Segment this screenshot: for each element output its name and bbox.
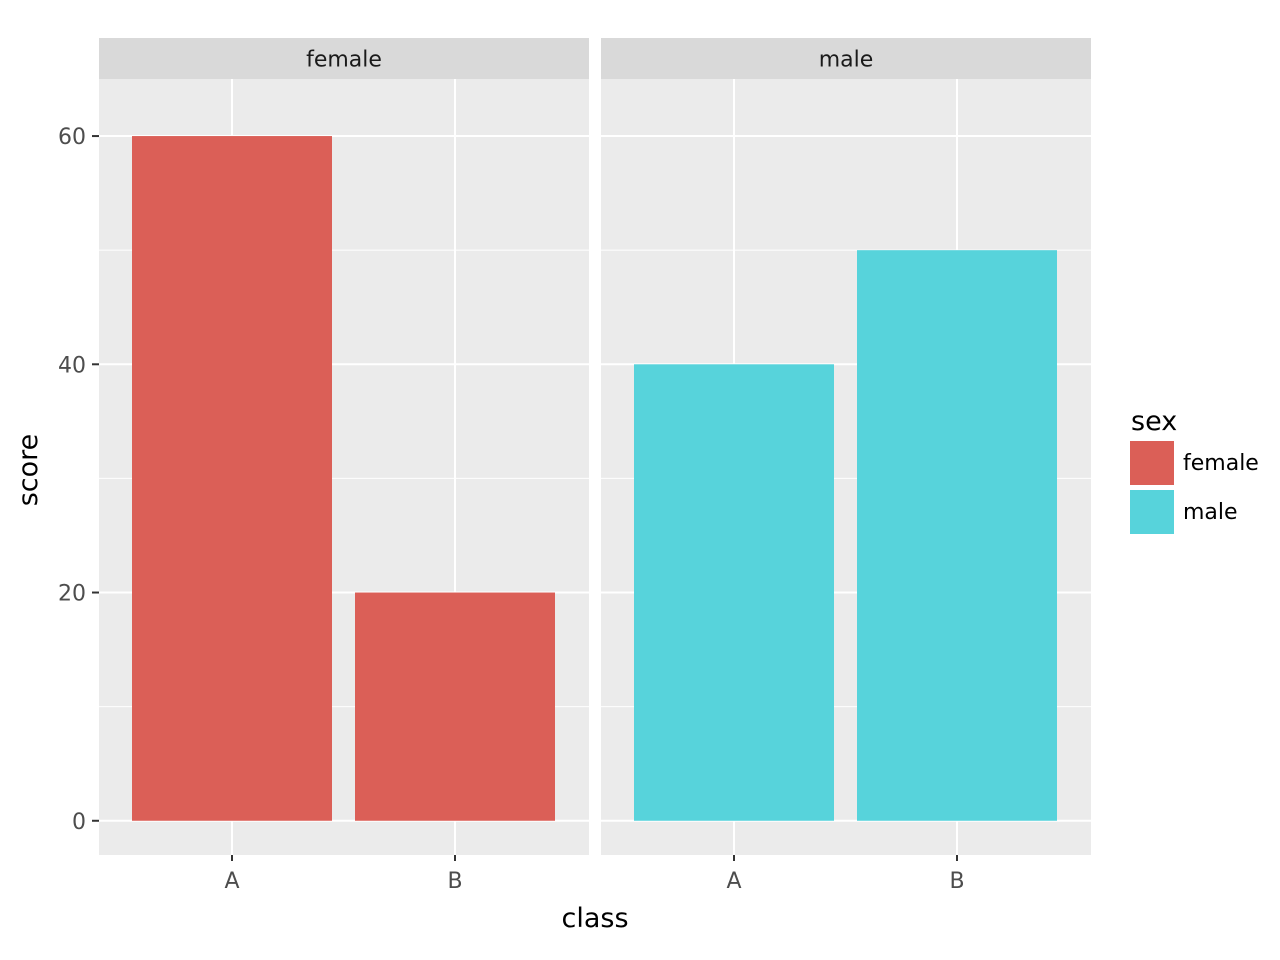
x-axis-title: class xyxy=(561,903,628,934)
x-tick-label: B xyxy=(447,869,462,894)
legend-swatch-female xyxy=(1130,441,1174,485)
y-axis-title: score xyxy=(13,434,44,507)
bar-female-A xyxy=(132,136,332,821)
facet-strip xyxy=(601,38,1091,79)
facet-panel-female: female A B xyxy=(99,38,589,894)
x-tick-label: A xyxy=(726,869,741,894)
legend-label-female: female xyxy=(1183,451,1259,476)
facet-strip-label: female xyxy=(306,48,382,73)
legend-swatch-male xyxy=(1130,490,1174,534)
facet-strip xyxy=(99,38,589,79)
y-tick-label: 60 xyxy=(58,125,86,150)
y-tick-label: 0 xyxy=(72,810,86,835)
y-axis: 0 20 40 60 xyxy=(58,125,99,835)
x-tick-label: A xyxy=(224,869,239,894)
x-tick-label: B xyxy=(949,869,964,894)
facet-strip-label: male xyxy=(819,48,874,73)
y-tick-label: 20 xyxy=(58,582,86,607)
legend-title: sex xyxy=(1131,406,1177,437)
bar-male-B xyxy=(857,250,1057,821)
facet-panel-male: male A B xyxy=(601,38,1091,894)
legend-label-male: male xyxy=(1183,500,1238,525)
y-tick-label: 40 xyxy=(58,353,86,378)
bar-female-B xyxy=(355,592,555,821)
bar-male-A xyxy=(634,364,834,821)
legend: sex female male xyxy=(1130,406,1259,534)
